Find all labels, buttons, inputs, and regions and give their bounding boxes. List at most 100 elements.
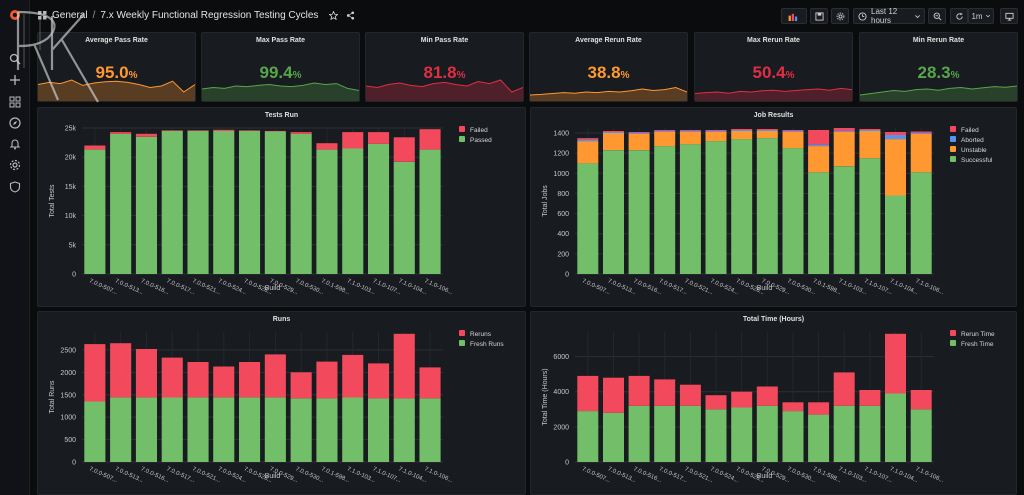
- bar-rerun-time[interactable]: [654, 379, 676, 406]
- bar-successful[interactable]: [808, 172, 830, 274]
- bar-passed[interactable]: [187, 130, 209, 274]
- bar-unstable[interactable]: [756, 131, 778, 138]
- time-picker-button[interactable]: Last 12 hours: [853, 7, 925, 25]
- bar-successful[interactable]: [885, 195, 906, 275]
- bar-aborted[interactable]: [654, 131, 676, 132]
- bar-failed[interactable]: [368, 132, 390, 144]
- tests-run-panel[interactable]: Tests Run 0 5k 10k 15k 20k 25k Total Tests 7.0.…: [37, 107, 526, 307]
- bar-fresh-time[interactable]: [885, 393, 906, 463]
- bar-fresh-runs[interactable]: [316, 398, 338, 462]
- bar-passed[interactable]: [135, 136, 157, 274]
- bar-aborted[interactable]: [808, 144, 830, 147]
- bar-reruns[interactable]: [419, 367, 441, 399]
- share-icon[interactable]: [346, 11, 355, 20]
- bar-passed[interactable]: [368, 143, 390, 274]
- panel-title[interactable]: Total Time (Hours): [742, 316, 805, 323]
- bar-reruns[interactable]: [264, 354, 286, 398]
- bar-failed[interactable]: [161, 130, 183, 131]
- bar-failed[interactable]: [577, 138, 599, 140]
- bar-passed[interactable]: [316, 149, 338, 274]
- bar-failed[interactable]: [679, 130, 701, 131]
- bar-failed[interactable]: [782, 130, 804, 131]
- bar-failed[interactable]: [628, 132, 650, 133]
- bar-rerun-time[interactable]: [808, 402, 830, 415]
- legend-item[interactable]: Rerun Time: [961, 331, 995, 338]
- legend-item[interactable]: Failed: [961, 127, 979, 134]
- bar-fresh-runs[interactable]: [161, 397, 183, 462]
- bar-failed[interactable]: [654, 130, 676, 131]
- bar-failed[interactable]: [603, 131, 624, 132]
- stat-title[interactable]: Average Rerun Rate: [575, 37, 642, 44]
- bar-failed[interactable]: [264, 130, 286, 132]
- grafana-logo-icon[interactable]: [8, 8, 22, 22]
- bar-rerun-time[interactable]: [577, 375, 599, 411]
- bar-successful[interactable]: [731, 139, 753, 274]
- bar-aborted[interactable]: [603, 132, 624, 133]
- bar-rerun-time[interactable]: [782, 402, 804, 412]
- legend-item[interactable]: Passed: [470, 137, 492, 144]
- legend-item[interactable]: Fresh Time: [961, 341, 994, 348]
- bar-fresh-time[interactable]: [808, 414, 830, 462]
- server-admin-shield-icon[interactable]: [8, 180, 22, 194]
- bar-aborted[interactable]: [885, 135, 906, 139]
- bar-successful[interactable]: [705, 141, 727, 274]
- bar-failed[interactable]: [859, 129, 881, 130]
- bar-passed[interactable]: [290, 133, 312, 274]
- stat-title[interactable]: Min Pass Rate: [420, 37, 469, 44]
- bar-failed[interactable]: [135, 133, 157, 137]
- bar-successful[interactable]: [782, 148, 804, 274]
- bar-fresh-runs[interactable]: [419, 398, 441, 462]
- bar-reruns[interactable]: [290, 372, 312, 399]
- bar-failed[interactable]: [756, 129, 778, 130]
- bar-aborted[interactable]: [833, 131, 855, 132]
- bar-rerun-time[interactable]: [705, 395, 727, 410]
- dashboard-settings-button[interactable]: [831, 8, 849, 24]
- alerting-bell-icon[interactable]: [8, 137, 22, 151]
- stat-panel[interactable]: Min Rerun Rate 28.3%: [859, 32, 1018, 102]
- bar-fresh-runs[interactable]: [264, 397, 286, 462]
- bar-fresh-time[interactable]: [577, 411, 599, 462]
- bar-reruns[interactable]: [161, 357, 183, 398]
- bar-successful[interactable]: [859, 158, 881, 274]
- create-plus-icon[interactable]: [8, 73, 22, 87]
- bar-aborted[interactable]: [910, 133, 932, 134]
- legend-item[interactable]: Reruns: [470, 331, 492, 338]
- bar-unstable[interactable]: [731, 131, 753, 140]
- bar-rerun-time[interactable]: [910, 390, 932, 410]
- bar-successful[interactable]: [628, 150, 650, 274]
- bar-failed[interactable]: [213, 129, 235, 131]
- bar-failed[interactable]: [731, 129, 753, 130]
- bar-unstable[interactable]: [910, 134, 932, 173]
- stat-title[interactable]: Average Pass Rate: [85, 37, 148, 44]
- bar-rerun-time[interactable]: [833, 372, 855, 406]
- bar-failed[interactable]: [84, 145, 106, 150]
- bar-failed[interactable]: [885, 132, 906, 135]
- bar-successful[interactable]: [756, 138, 778, 274]
- bar-unstable[interactable]: [859, 131, 881, 159]
- stat-panel[interactable]: Average Rerun Rate 38.8%: [529, 32, 688, 102]
- bar-fresh-time[interactable]: [679, 405, 701, 462]
- refresh-interval-picker[interactable]: 1m: [968, 8, 994, 24]
- bar-fresh-time[interactable]: [654, 405, 676, 462]
- bar-unstable[interactable]: [628, 134, 650, 151]
- search-icon[interactable]: [8, 52, 22, 66]
- bar-passed[interactable]: [84, 149, 106, 274]
- bar-failed[interactable]: [239, 130, 261, 131]
- bar-rerun-time[interactable]: [756, 386, 778, 406]
- bar-unstable[interactable]: [654, 132, 676, 147]
- bar-successful[interactable]: [577, 163, 599, 274]
- bar-successful[interactable]: [833, 166, 855, 274]
- zoom-out-button[interactable]: [928, 8, 946, 24]
- job-results-panel[interactable]: Job Results 0 200 400 600 800 1000 1200 1400 Tot…: [530, 107, 1017, 307]
- dashboards-grid-icon[interactable]: [8, 95, 22, 109]
- bar-aborted[interactable]: [756, 130, 778, 131]
- panel-title[interactable]: Runs: [272, 316, 291, 323]
- bar-fresh-runs[interactable]: [239, 397, 261, 462]
- bar-passed[interactable]: [239, 130, 261, 274]
- bar-unstable[interactable]: [679, 132, 701, 145]
- bar-failed[interactable]: [419, 129, 441, 150]
- bar-unstable[interactable]: [808, 146, 830, 173]
- bar-rerun-time[interactable]: [628, 375, 650, 406]
- bar-aborted[interactable]: [628, 133, 650, 134]
- bar-reruns[interactable]: [393, 333, 415, 399]
